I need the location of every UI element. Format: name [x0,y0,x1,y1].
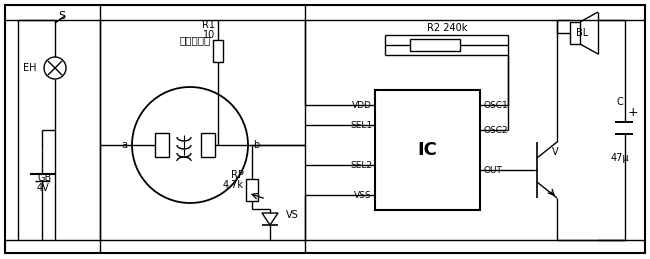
Text: S: S [58,11,66,21]
Text: R2 240k: R2 240k [427,23,468,33]
Text: OSC1: OSC1 [483,100,508,110]
Text: BL: BL [576,28,588,38]
Text: 47μ: 47μ [611,153,629,163]
Text: VDD: VDD [352,100,372,110]
Text: RP: RP [231,170,244,180]
Text: R1: R1 [202,20,215,30]
Bar [246,179,258,201]
Bar [155,133,169,157]
Text: +: + [628,105,638,119]
Text: OUT: OUT [483,166,502,175]
Text: VS: VS [286,210,299,220]
Bar [213,40,223,62]
Bar [201,133,215,157]
Text: 4V: 4V [37,183,50,193]
Bar [375,90,480,210]
Text: SEL1: SEL1 [350,120,372,130]
Text: SEL2: SEL2 [350,161,372,169]
Text: VSS: VSS [354,191,372,199]
Text: 10: 10 [203,30,215,40]
Text: C: C [617,97,623,107]
Text: IC: IC [417,141,437,159]
Text: 4.7k: 4.7k [223,180,244,190]
Text: a: a [121,140,127,150]
Text: GB: GB [37,173,51,183]
Bar [410,39,460,51]
Text: V: V [552,147,558,157]
Text: OSC2: OSC2 [483,126,508,134]
Text: 气敏传感器: 气敏传感器 [179,35,211,45]
Bar [570,22,580,44]
Text: b: b [253,140,259,150]
Text: EH: EH [23,63,37,73]
